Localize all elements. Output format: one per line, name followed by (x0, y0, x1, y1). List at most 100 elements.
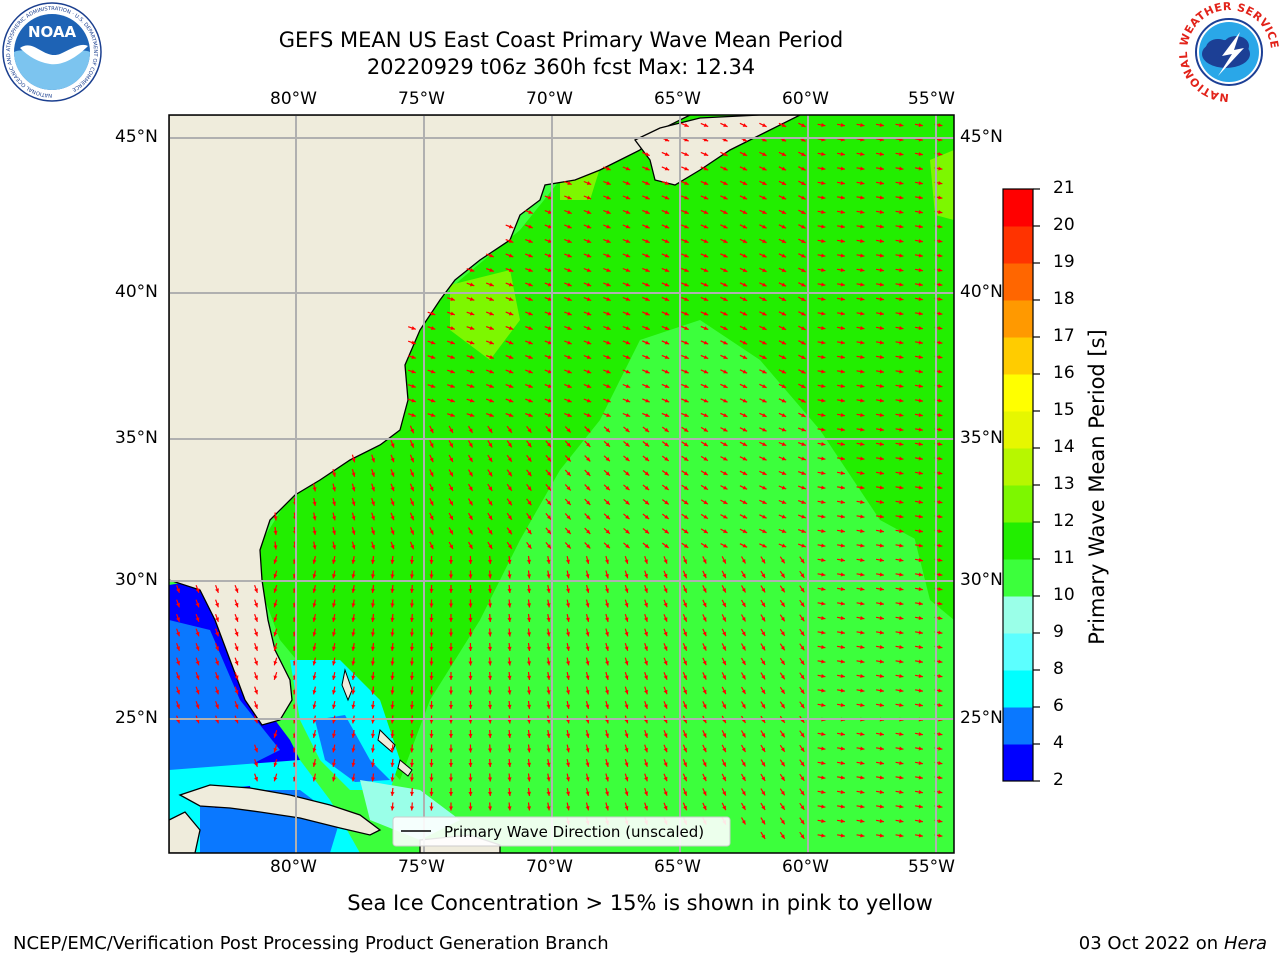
wave-arrow-head (840, 413, 845, 417)
cuba-land (178, 784, 382, 836)
wave-arrow-head (507, 544, 512, 549)
wave-arrow-head (879, 210, 884, 214)
wave-arrow-head (860, 253, 865, 258)
lat-label-right-40n: 40°N (960, 282, 1003, 302)
wave-arrow-head (742, 181, 748, 185)
wave-arrow-head (468, 515, 473, 520)
wave-arrow-head (606, 166, 611, 171)
wave-arrow-head (723, 297, 728, 301)
wave-arrow-head (645, 195, 650, 200)
wave-arrow-head (507, 603, 512, 608)
wave-arrow-head (781, 471, 787, 475)
wave-arrow-head (800, 587, 805, 593)
wave-arrow-head (605, 457, 610, 462)
wave-arrow-head (860, 761, 865, 765)
wave-arrow-head (351, 661, 356, 666)
wave-arrow-head (860, 703, 865, 707)
wave-arrow-head (821, 529, 826, 533)
lon-label-bottom-55w: 55°W (908, 857, 955, 877)
wave-arrow-head (332, 632, 336, 637)
wave-arrow-head (624, 675, 629, 680)
wave-arrow-head (566, 457, 571, 462)
wave-arrow-head (546, 762, 551, 767)
wave-arrow-head (312, 545, 317, 550)
wave-arrow-head (781, 456, 787, 461)
wave-arrow-head (507, 442, 512, 448)
wave-arrow-head (821, 630, 826, 635)
wave-arrow-head (390, 719, 395, 724)
wave-arrow-head (702, 559, 707, 564)
wave-arrow-head (586, 268, 592, 272)
wave-arrow-head (312, 748, 317, 753)
wave-arrow-head (605, 471, 610, 476)
wave-arrow-head (586, 398, 592, 403)
wave-arrow-head (722, 573, 726, 579)
wave-arrow-head (663, 805, 668, 811)
colorbar-segment (1003, 189, 1033, 227)
wave-arrow-head (801, 253, 806, 258)
wave-arrow-head (762, 152, 767, 156)
wave-arrow-head (879, 442, 884, 446)
colorbar-segment (1003, 670, 1033, 708)
arrow-legend: Primary Wave Direction (unscaled) (392, 816, 731, 847)
wave-arrow-head (703, 355, 709, 359)
wave-arrow-head (625, 355, 631, 359)
wave-arrow-head (468, 472, 473, 477)
wave-arrow-head (742, 500, 748, 504)
wave-arrow-head (586, 544, 591, 549)
wave-arrow-head (938, 572, 943, 577)
wave-arrow-head (840, 587, 845, 591)
wave-arrow-head (702, 776, 707, 782)
wave-arrow-head (468, 603, 473, 608)
wave-arrow-head (762, 355, 767, 359)
wave-arrow-head (566, 588, 570, 593)
wave-arrow-head (879, 268, 884, 272)
wave-arrow-head (684, 137, 689, 142)
wave-arrow-head (528, 413, 533, 417)
wave-arrow-head (840, 558, 845, 562)
wave-arrow-head (176, 602, 180, 608)
wave-arrow-head (899, 152, 904, 156)
wave-arrow-head (430, 369, 436, 374)
wave-arrow-head (234, 602, 239, 608)
wave-arrow-head (860, 645, 865, 649)
wave-arrow-head (488, 559, 492, 564)
wave-arrow-head (899, 413, 904, 417)
wave-arrow-head (489, 384, 494, 388)
wave-arrow-head (468, 574, 473, 579)
wave-arrow-head (840, 775, 845, 780)
wave-arrow-head (703, 485, 708, 490)
wave-arrow-head (702, 646, 707, 651)
wave-arrow-head (566, 471, 571, 476)
wave-arrow-head (761, 747, 766, 752)
wave-arrow-head (527, 603, 531, 608)
wave-arrow-head (761, 631, 766, 636)
colorbar-segment (1003, 448, 1033, 486)
wave-arrow-head (723, 137, 728, 142)
wave-arrow-head (489, 282, 494, 287)
wave-arrow-head (723, 485, 728, 490)
wave-arrow-head (528, 268, 533, 272)
wave-arrow-head (702, 617, 707, 622)
wave-arrow-head (585, 777, 590, 782)
wave-arrow-head (663, 791, 668, 796)
wave-arrow-head (762, 210, 767, 214)
wave-arrow-head (742, 514, 748, 519)
wave-arrow-head (821, 688, 826, 693)
wave-arrow-head (528, 253, 533, 258)
wave-arrow-head (644, 646, 648, 651)
wave-arrow-head (410, 457, 414, 463)
wave-arrow-head (546, 748, 551, 753)
wave-arrow-head (410, 559, 414, 564)
wave-arrow-head (781, 282, 787, 287)
wave-arrow-head (663, 733, 668, 738)
wave-arrow-head (761, 675, 766, 680)
wave-arrow-head (938, 326, 943, 330)
wave-arrow-head (938, 355, 943, 359)
wave-arrow-head (371, 617, 375, 622)
wave-arrow-head (780, 616, 785, 622)
wave-arrow-head (411, 326, 416, 330)
wave-arrow-head (645, 311, 650, 316)
wave-arrow-head (625, 515, 630, 520)
wave-arrow-head (449, 734, 453, 738)
